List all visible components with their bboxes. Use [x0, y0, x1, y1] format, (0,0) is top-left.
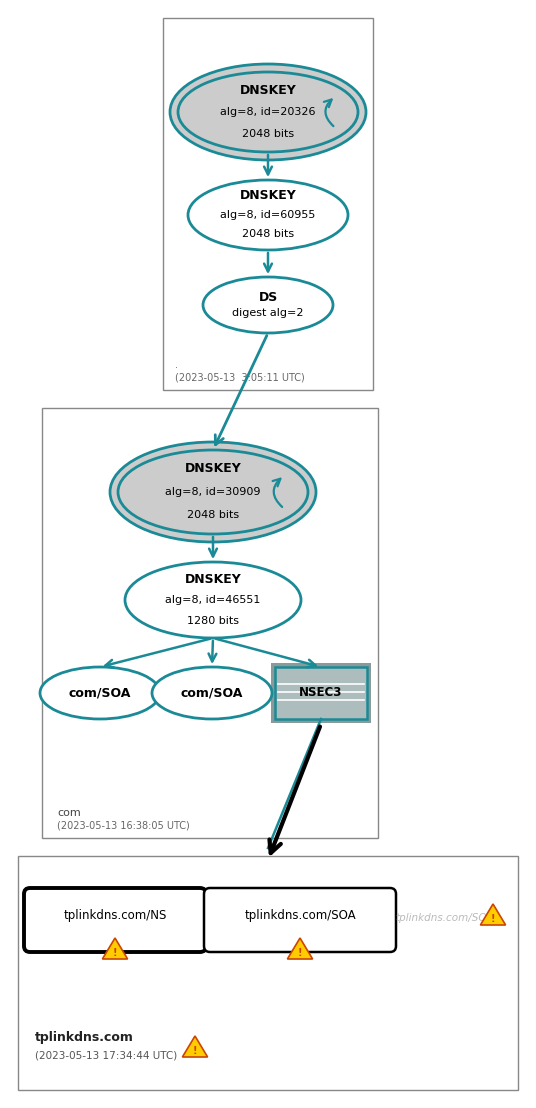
Text: com: com	[57, 808, 81, 818]
Text: (2023-05-13  3:05:11 UTC): (2023-05-13 3:05:11 UTC)	[175, 372, 305, 382]
Ellipse shape	[152, 667, 272, 719]
Text: (2023-05-13 17:34:44 UTC): (2023-05-13 17:34:44 UTC)	[35, 1050, 177, 1060]
Text: alg=8, id=20326: alg=8, id=20326	[220, 107, 316, 117]
Text: 2048 bits: 2048 bits	[187, 510, 239, 520]
Text: NSEC3: NSEC3	[299, 687, 343, 699]
Text: !: !	[113, 948, 117, 958]
Bar	[163, 18, 373, 390]
Text: DNSKEY: DNSKEY	[240, 83, 296, 96]
Ellipse shape	[110, 442, 316, 542]
Ellipse shape	[188, 179, 348, 250]
Bar	[271, 663, 371, 724]
FancyBboxPatch shape	[24, 888, 206, 952]
Ellipse shape	[40, 667, 160, 719]
Text: !: !	[298, 948, 302, 958]
Bar	[18, 856, 518, 1090]
Text: DS: DS	[258, 290, 278, 304]
Bar	[275, 667, 367, 719]
Bar	[42, 408, 378, 838]
Text: alg=8, id=60955: alg=8, id=60955	[220, 211, 316, 220]
Polygon shape	[102, 938, 128, 960]
Ellipse shape	[178, 72, 358, 152]
Text: (2023-05-13 16:38:05 UTC): (2023-05-13 16:38:05 UTC)	[57, 820, 190, 830]
Text: 2048 bits: 2048 bits	[242, 229, 294, 239]
Text: digest alg=2: digest alg=2	[232, 308, 304, 318]
Text: .: .	[175, 360, 178, 370]
Ellipse shape	[125, 562, 301, 638]
Text: alg=8, id=46551: alg=8, id=46551	[165, 595, 260, 605]
FancyBboxPatch shape	[204, 888, 396, 952]
Polygon shape	[182, 1036, 207, 1057]
Text: DNSKEY: DNSKEY	[184, 462, 241, 475]
Text: 2048 bits: 2048 bits	[242, 129, 294, 138]
Text: 1280 bits: 1280 bits	[187, 616, 239, 626]
Polygon shape	[480, 904, 505, 925]
Polygon shape	[287, 938, 312, 960]
Text: tplinkdns.com: tplinkdns.com	[35, 1032, 134, 1045]
Text: alg=8, id=30909: alg=8, id=30909	[165, 488, 260, 497]
Text: com/SOA: com/SOA	[181, 687, 243, 699]
Text: com/SOA: com/SOA	[69, 687, 131, 699]
Text: tplinkdns.com/SOA: tplinkdns.com/SOA	[244, 910, 356, 923]
Text: tplinkdns.com/NS: tplinkdns.com/NS	[63, 910, 167, 923]
Ellipse shape	[118, 450, 308, 534]
Text: !: !	[491, 914, 495, 924]
Ellipse shape	[203, 277, 333, 334]
Ellipse shape	[170, 64, 366, 160]
Text: DNSKEY: DNSKEY	[240, 189, 296, 203]
Text: tplinkdns.com/SOA: tplinkdns.com/SOA	[396, 913, 494, 923]
Text: !: !	[193, 1046, 197, 1056]
Text: DNSKEY: DNSKEY	[184, 573, 241, 586]
